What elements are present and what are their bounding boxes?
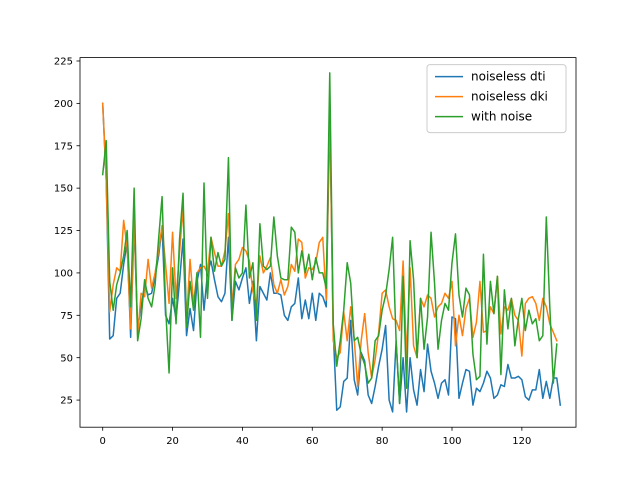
y-tick-label: 150 <box>54 184 73 195</box>
x-tick-label: 20 <box>166 436 179 447</box>
series-layer <box>101 72 562 413</box>
y-tick-label: 25 <box>60 396 73 407</box>
y-tick-label: 225 <box>54 57 73 68</box>
x-tick-label: 120 <box>512 436 531 447</box>
x-tick-label: 60 <box>306 436 319 447</box>
x-tick-label: 100 <box>442 436 461 447</box>
legend: noiseless dti noiseless dki with noise <box>426 64 567 134</box>
x-tick-label: 0 <box>100 436 106 447</box>
legend-label: noiseless dti <box>471 70 546 84</box>
x-tick-label: 40 <box>236 436 249 447</box>
y-tick-label: 200 <box>54 99 73 110</box>
y-tick-label: 50 <box>60 353 73 364</box>
y-tick-label: 75 <box>60 311 73 322</box>
x-tick-label: 80 <box>376 436 389 447</box>
y-tick-label: 175 <box>54 141 73 152</box>
legend-label: with noise <box>471 110 532 124</box>
axes-layer: 0 20 40 60 80 100 120 25 50 75 100 125 150 175 200 225 <box>54 57 577 447</box>
series-line-with-noise <box>101 72 558 405</box>
legend-box <box>426 64 567 134</box>
legend-label: noiseless dki <box>471 90 548 104</box>
y-tick-label: 100 <box>54 269 73 280</box>
y-tick-label: 125 <box>54 226 73 237</box>
axes-frame <box>79 57 577 428</box>
